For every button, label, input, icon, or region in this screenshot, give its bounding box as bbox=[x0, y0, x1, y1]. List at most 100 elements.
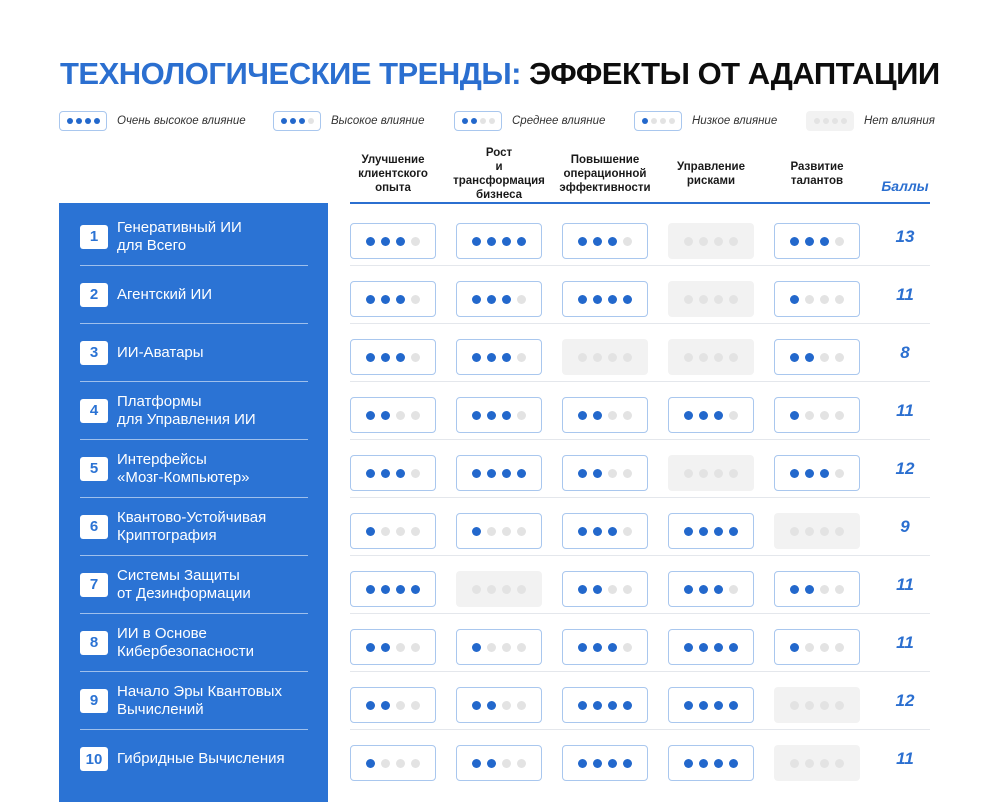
filled-dot-icon bbox=[472, 700, 481, 710]
impact-rating bbox=[562, 571, 648, 607]
filled-dot-icon bbox=[593, 236, 602, 246]
table-row: 9 Начало Эры Квантовых Вычислений 12 bbox=[0, 672, 983, 730]
filled-dot-icon bbox=[381, 468, 390, 478]
empty-dot-icon bbox=[411, 526, 420, 536]
filled-dot-icon bbox=[593, 758, 602, 768]
filled-dot-icon bbox=[593, 410, 602, 420]
empty-dot-icon bbox=[835, 468, 844, 478]
row-divider bbox=[350, 613, 930, 614]
impact-rating bbox=[562, 281, 648, 317]
score-value: 12 bbox=[895, 691, 915, 710]
filled-dot-icon bbox=[366, 700, 375, 710]
filled-dot-icon bbox=[470, 118, 477, 124]
filled-dot-icon bbox=[93, 118, 100, 124]
impact-cell bbox=[668, 513, 754, 549]
filled-dot-icon bbox=[487, 294, 496, 304]
trend-name: Генеративный ИИ для Всего bbox=[117, 218, 242, 254]
empty-dot-icon bbox=[650, 118, 657, 124]
filled-dot-icon bbox=[684, 642, 693, 652]
impact-cell bbox=[562, 397, 648, 433]
impact-cell bbox=[350, 455, 436, 491]
filled-dot-icon bbox=[578, 294, 587, 304]
impact-rating bbox=[456, 687, 542, 723]
filled-dot-icon bbox=[593, 526, 602, 536]
empty-dot-icon bbox=[502, 526, 511, 536]
table-row: 8 ИИ в Основе Кибербезопасности 11 bbox=[0, 614, 983, 672]
filled-dot-icon bbox=[381, 236, 390, 246]
empty-dot-icon bbox=[714, 352, 723, 362]
filled-dot-icon bbox=[608, 294, 617, 304]
filled-dot-icon bbox=[396, 352, 405, 362]
empty-dot-icon bbox=[396, 410, 405, 420]
filled-dot-icon bbox=[805, 236, 814, 246]
filled-dot-icon bbox=[487, 758, 496, 768]
impact-rating bbox=[456, 339, 542, 375]
filled-dot-icon bbox=[578, 758, 587, 768]
filled-dot-icon bbox=[472, 236, 481, 246]
filled-dot-icon bbox=[502, 352, 511, 362]
filled-dot-icon bbox=[381, 642, 390, 652]
filled-dot-icon bbox=[805, 584, 814, 594]
empty-dot-icon bbox=[608, 468, 617, 478]
empty-dot-icon bbox=[805, 294, 814, 304]
score-value: 13 bbox=[895, 227, 915, 246]
impact-cell bbox=[774, 745, 860, 781]
empty-dot-icon bbox=[411, 352, 420, 362]
filled-dot-icon bbox=[699, 642, 708, 652]
impact-cell bbox=[350, 629, 436, 665]
filled-dot-icon bbox=[578, 410, 587, 420]
empty-dot-icon bbox=[517, 758, 526, 768]
impact-rating bbox=[350, 397, 436, 433]
filled-dot-icon bbox=[578, 642, 587, 652]
trend-number-badge: 6 bbox=[80, 514, 108, 539]
filled-dot-icon bbox=[578, 468, 587, 478]
empty-dot-icon bbox=[729, 236, 738, 246]
impact-rating bbox=[562, 397, 648, 433]
score-value: 8 bbox=[900, 343, 910, 362]
empty-dot-icon bbox=[805, 526, 814, 536]
empty-dot-icon bbox=[411, 700, 420, 710]
impact-cell bbox=[350, 397, 436, 433]
impact-rating bbox=[562, 223, 648, 259]
score-value: 9 bbox=[900, 517, 910, 536]
filled-dot-icon bbox=[396, 584, 405, 594]
filled-dot-icon bbox=[820, 236, 829, 246]
impact-cell bbox=[350, 281, 436, 317]
impact-rating bbox=[350, 571, 436, 607]
column-header: Повышение операционной эффективности bbox=[559, 154, 651, 194]
filled-dot-icon bbox=[623, 700, 632, 710]
empty-dot-icon bbox=[699, 294, 708, 304]
filled-dot-icon bbox=[517, 236, 526, 246]
empty-dot-icon bbox=[502, 758, 511, 768]
empty-dot-icon bbox=[729, 352, 738, 362]
impact-cell bbox=[774, 571, 860, 607]
trend-name: Начало Эры Квантовых Вычислений bbox=[117, 682, 282, 718]
impact-cell bbox=[456, 281, 542, 317]
impact-rating bbox=[774, 223, 860, 259]
empty-dot-icon bbox=[623, 236, 632, 246]
impact-rating bbox=[456, 745, 542, 781]
impact-cell bbox=[456, 687, 542, 723]
filled-dot-icon bbox=[684, 700, 693, 710]
trend-cell: 9 Начало Эры Квантовых Вычислений bbox=[80, 672, 308, 730]
filled-dot-icon bbox=[699, 526, 708, 536]
empty-dot-icon bbox=[659, 118, 666, 124]
header-divider bbox=[350, 202, 930, 204]
empty-dot-icon bbox=[517, 642, 526, 652]
empty-dot-icon bbox=[840, 118, 847, 124]
filled-dot-icon bbox=[487, 468, 496, 478]
impact-rating bbox=[668, 455, 754, 491]
empty-dot-icon bbox=[396, 700, 405, 710]
empty-dot-icon bbox=[608, 584, 617, 594]
impact-cell bbox=[774, 223, 860, 259]
empty-dot-icon bbox=[472, 584, 481, 594]
empty-dot-icon bbox=[608, 352, 617, 362]
impact-cell bbox=[668, 339, 754, 375]
filled-dot-icon bbox=[608, 758, 617, 768]
trend-number-badge: 3 bbox=[80, 340, 108, 365]
impact-rating bbox=[350, 339, 436, 375]
legend-swatch bbox=[454, 111, 502, 131]
legend-swatch bbox=[806, 111, 854, 131]
filled-dot-icon bbox=[75, 118, 82, 124]
impact-rating bbox=[456, 513, 542, 549]
